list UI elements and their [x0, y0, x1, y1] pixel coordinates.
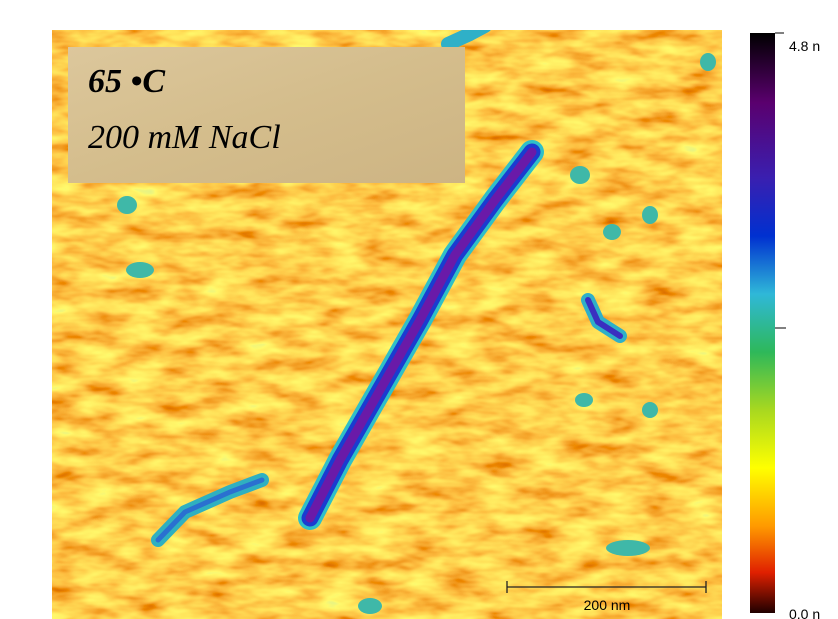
- afm-figure: 65 •C 200 mM NaCl 200 nm 4.8 n 0.0 n: [0, 0, 838, 619]
- colorbar-min: 0.0 n: [789, 606, 820, 619]
- colorbar-max: 4.8 n: [789, 38, 820, 54]
- scale-bar-label: 200 nm: [584, 597, 631, 613]
- page: 65 •C 200 mM NaCl 200 nm 4.8 n 0.0 n (()…: [0, 0, 838, 619]
- colorbar: [750, 33, 775, 613]
- temperature-label: 65 •C: [88, 63, 165, 100]
- solution-label: 200 mM NaCl: [88, 119, 281, 156]
